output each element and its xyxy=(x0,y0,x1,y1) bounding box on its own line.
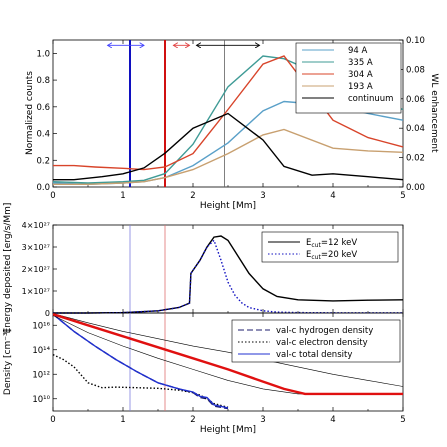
energy-axis-ticks: 0 1×10²⁷ 2×10²⁷ 3×10²⁷ 4×10²⁷ xyxy=(22,221,404,318)
series-line-2-4 xyxy=(52,315,333,395)
counts-y-axis-label: Normalized counts xyxy=(25,71,35,155)
x-tick-label: 1 xyxy=(120,415,125,425)
y-tick-label: 10¹² xyxy=(32,370,50,380)
counts-axis-ticks: 0.0 0.2 0.4 0.6 0.8 1.0 0.00 0.02 0.04 0.06 0.08 0.… xyxy=(36,36,424,201)
x-tick-label: 2 xyxy=(190,191,195,201)
legend-193-label: 193 A xyxy=(348,82,373,92)
x-tick-label: 3 xyxy=(260,415,265,425)
legend-ecut12-label: Ecut=12 keV xyxy=(306,238,357,249)
series-line-2-3 xyxy=(52,313,404,387)
legend-94-label: 94 A xyxy=(348,46,368,56)
y-tick-label: 10¹⁴ xyxy=(32,346,50,356)
y2-tick-label: 0.02 xyxy=(406,154,425,164)
density-panel: 10¹⁰ 10¹² 10¹⁴ 10¹⁶ 0 1 2 3 4 5 Density [cm⁻³] He… xyxy=(3,312,406,435)
series-line-0-2 xyxy=(53,55,404,171)
density-legend-box xyxy=(231,319,401,363)
counts-legend: 94 A 335 A 304 A 193 A continuum xyxy=(295,42,402,114)
y-tick-label: 1.0 xyxy=(36,49,50,59)
y-tick-label: 1×10²⁷ xyxy=(22,287,50,296)
series-line-0-3 xyxy=(53,128,404,186)
y2-tick-label: 0.04 xyxy=(406,124,425,134)
wl-y2-axis-label: WL enhancement xyxy=(429,74,439,153)
x-tick-label: 5 xyxy=(400,415,405,425)
density-y-axis-label: Density [cm⁻³] xyxy=(3,329,13,395)
density-legend: val-c hydrogen density val-c electron de… xyxy=(231,319,401,363)
y2-tick-label: 0.10 xyxy=(406,36,425,46)
counts-legend-box xyxy=(295,42,402,114)
legend-continuum-label: continuum xyxy=(348,94,393,104)
y-tick-label: 3×10²⁷ xyxy=(22,243,50,252)
y-tick-label: 10¹⁶ xyxy=(32,321,50,331)
x-tick-label: 3 xyxy=(260,191,265,201)
y-tick-label: 0 xyxy=(45,309,50,318)
x-tick-label: 4 xyxy=(330,191,335,201)
x-tick-label: 4 xyxy=(330,415,335,425)
energy-series-group xyxy=(53,225,404,314)
x-tick-label: 0 xyxy=(50,415,55,425)
energy-legend: Ecut=12 keV Ecut=20 keV xyxy=(261,231,399,263)
y-tick-label: 0.4 xyxy=(36,130,50,140)
y-tick-label: 0.6 xyxy=(36,103,50,113)
legend-335-label: 335 A xyxy=(348,58,373,68)
legend-hydrogen-label: val-c hydrogen density xyxy=(276,326,373,336)
legend-304-label: 304 A xyxy=(348,70,373,80)
counts-x-axis-label: Height [Mm] xyxy=(200,201,256,211)
energy-y-axis-label: Energy deposited [erg/s/Mm] xyxy=(3,203,13,334)
y2-tick-label: 0.08 xyxy=(406,65,425,75)
y-tick-label: 10¹⁰ xyxy=(32,395,50,405)
series-line-2-2 xyxy=(52,313,229,409)
y2-tick-label: 0.06 xyxy=(406,95,425,105)
series-line-1-1 xyxy=(53,239,403,314)
series-line-2-1 xyxy=(52,353,229,408)
y-tick-label: 0.2 xyxy=(36,156,50,166)
y-tick-label: 0.8 xyxy=(36,76,50,86)
y2-tick-label: 0.00 xyxy=(406,183,425,193)
density-axis-ticks: 10¹⁰ 10¹² 10¹⁴ 10¹⁶ 0 1 2 3 4 5 xyxy=(32,313,406,425)
y-tick-label: 4×10²⁷ xyxy=(22,221,50,230)
density-series-group xyxy=(52,313,404,411)
density-x-axis-label: Height [Mm] xyxy=(200,425,256,435)
energy-legend-box xyxy=(261,231,399,263)
x-tick-label: 5 xyxy=(400,191,405,201)
legend-total-label: val-c total density xyxy=(276,350,352,360)
y-tick-label: 0.0 xyxy=(36,183,50,193)
x-tick-label: 1 xyxy=(120,191,125,201)
x-tick-label: 2 xyxy=(190,415,195,425)
energy-panel: 0 1×10²⁷ 2×10²⁷ 3×10²⁷ 4×10²⁷ Energy deposit… xyxy=(3,203,404,334)
series-line-2-5 xyxy=(52,313,403,396)
legend-ecut20-label: Ecut=20 keV xyxy=(306,250,357,261)
counts-panel: 0.0 0.2 0.4 0.6 0.8 1.0 0.00 0.02 0.04 0.06 0.08 0.… xyxy=(25,36,439,211)
legend-electron-label: val-c electron density xyxy=(276,338,368,348)
series-line-0-4 xyxy=(53,112,404,181)
y-tick-label: 2×10²⁷ xyxy=(22,265,50,274)
x-tick-label: 0 xyxy=(50,191,55,201)
